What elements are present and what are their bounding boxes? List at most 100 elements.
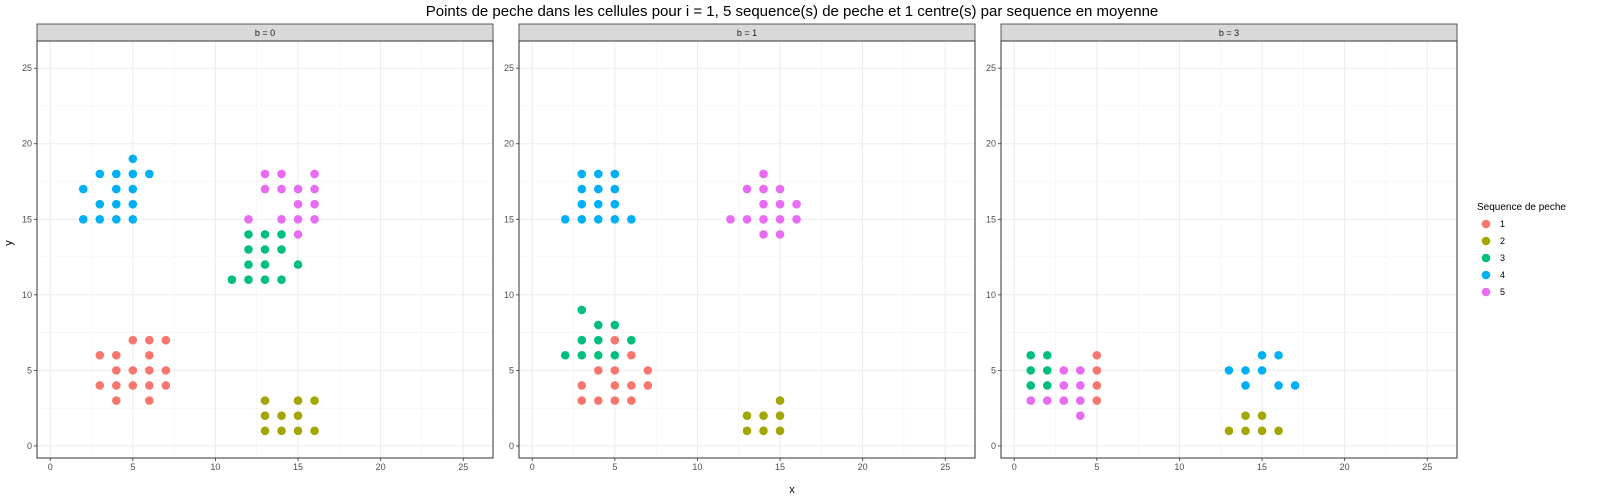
data-point-series-5 xyxy=(775,230,785,239)
y-axis-title: y xyxy=(3,240,15,246)
data-point-series-3 xyxy=(244,230,253,239)
data-point-series-5 xyxy=(1076,396,1085,405)
data-point-series-2 xyxy=(742,411,752,420)
y-tick-label: 15 xyxy=(986,214,996,224)
data-point-series-2 xyxy=(1224,426,1234,436)
data-point-series-3 xyxy=(560,350,570,360)
facet-panel-0: b = 0 0 5 10 15 20 25 0 5 10 15 20 25 xyxy=(22,23,494,472)
data-point-series-2 xyxy=(260,396,270,405)
y-tick-label: 25 xyxy=(22,63,32,73)
data-point-series-4 xyxy=(610,199,620,209)
data-point-series-3 xyxy=(627,335,636,345)
data-point-series-5 xyxy=(310,184,319,194)
data-point-series-3 xyxy=(610,320,620,330)
data-point-series-4 xyxy=(1241,366,1250,375)
data-point-series-1 xyxy=(145,350,154,360)
data-point-series-4 xyxy=(577,184,587,194)
y-tick-label: 10 xyxy=(504,290,514,300)
data-point-series-1 xyxy=(145,335,154,345)
x-tick-label: 5 xyxy=(612,462,617,472)
y-tick-label: 20 xyxy=(504,139,514,149)
data-point-series-1 xyxy=(112,366,121,375)
data-point-series-3 xyxy=(1026,350,1036,360)
data-point-series-5 xyxy=(1076,381,1085,390)
data-point-series-2 xyxy=(277,426,286,436)
data-point-series-5 xyxy=(759,199,768,209)
data-point-series-4 xyxy=(145,169,154,179)
legend-items: 1 2 3 4 5 xyxy=(1481,219,1505,297)
data-point-series-3 xyxy=(244,275,253,285)
data-point-series-1 xyxy=(627,350,636,360)
legend-label-5: 5 xyxy=(1500,287,1505,297)
x-tick-label: 15 xyxy=(293,462,303,472)
data-point-series-3 xyxy=(293,260,303,269)
data-point-series-1 xyxy=(112,396,121,405)
data-point-series-5 xyxy=(310,169,319,179)
data-point-series-3 xyxy=(577,335,587,345)
data-point-series-5 xyxy=(775,199,785,209)
data-point-series-4 xyxy=(112,184,121,194)
data-point-series-3 xyxy=(260,230,270,239)
data-point-series-4 xyxy=(610,214,620,224)
data-point-series-5 xyxy=(1059,396,1069,405)
x-tick-label: 20 xyxy=(858,462,868,472)
data-point-series-1 xyxy=(95,381,105,390)
data-point-series-1 xyxy=(610,381,620,390)
data-point-series-1 xyxy=(112,350,121,360)
data-point-series-1 xyxy=(594,366,603,375)
data-point-series-4 xyxy=(95,214,105,224)
data-point-series-1 xyxy=(161,366,171,375)
x-tick-label: 25 xyxy=(458,462,468,472)
data-point-series-5 xyxy=(1042,396,1052,405)
data-point-series-1 xyxy=(643,381,653,390)
data-point-series-5 xyxy=(244,214,253,224)
data-point-series-1 xyxy=(95,350,105,360)
data-point-series-2 xyxy=(277,411,286,420)
data-point-series-4 xyxy=(1241,381,1250,390)
data-point-series-2 xyxy=(293,411,303,420)
data-point-series-2 xyxy=(742,426,752,436)
data-point-series-4 xyxy=(112,169,121,179)
data-point-series-5 xyxy=(792,214,801,224)
data-point-series-3 xyxy=(1042,381,1052,390)
data-point-series-5 xyxy=(1076,411,1085,420)
y-tick-label: 10 xyxy=(986,290,996,300)
data-point-series-4 xyxy=(128,154,138,164)
data-point-series-4 xyxy=(577,199,587,209)
x-tick-label: 0 xyxy=(530,462,535,472)
data-point-series-1 xyxy=(145,381,154,390)
y-tick-label: 0 xyxy=(991,441,996,451)
data-point-series-4 xyxy=(594,169,603,179)
x-tick-label: 25 xyxy=(940,462,950,472)
y-tick-label: 15 xyxy=(504,214,514,224)
data-point-series-2 xyxy=(1241,426,1250,436)
y-tick-label: 20 xyxy=(22,139,32,149)
legend-key-1 xyxy=(1481,219,1491,229)
data-point-series-4 xyxy=(594,184,603,194)
x-tick-label: 0 xyxy=(48,462,53,472)
data-point-series-1 xyxy=(161,335,171,345)
data-point-series-2 xyxy=(775,426,785,436)
data-point-series-3 xyxy=(277,275,286,285)
data-point-series-4 xyxy=(1257,366,1267,375)
data-point-series-4 xyxy=(78,184,88,194)
facet-panel-1: b = 1 0 5 10 15 20 25 0 5 10 15 20 25 xyxy=(504,23,976,472)
data-point-series-5 xyxy=(775,184,785,194)
data-point-series-3 xyxy=(1026,366,1036,375)
panel-background xyxy=(519,41,975,458)
data-point-series-4 xyxy=(128,169,138,179)
data-point-series-2 xyxy=(759,411,768,420)
data-point-series-1 xyxy=(594,396,603,405)
data-point-series-2 xyxy=(310,426,319,436)
data-point-series-1 xyxy=(128,335,138,345)
data-point-series-1 xyxy=(128,381,138,390)
data-point-series-5 xyxy=(726,214,735,224)
legend-key-4 xyxy=(1481,270,1491,280)
x-tick-label: 20 xyxy=(376,462,386,472)
data-point-series-5 xyxy=(277,184,286,194)
panel-background xyxy=(1001,41,1457,458)
data-point-series-1 xyxy=(161,381,171,390)
data-point-series-5 xyxy=(759,169,768,179)
data-point-series-3 xyxy=(277,230,286,239)
